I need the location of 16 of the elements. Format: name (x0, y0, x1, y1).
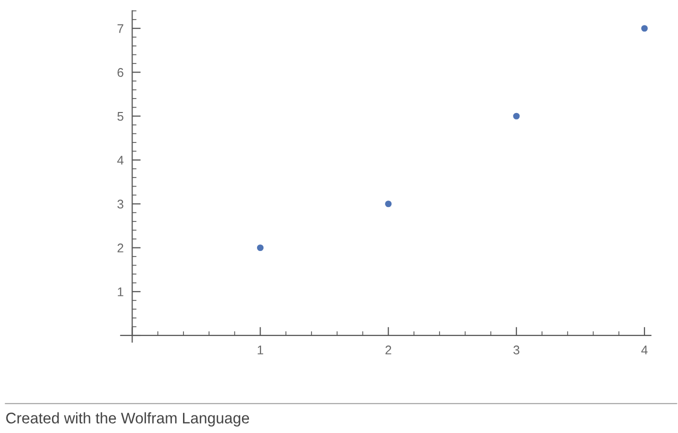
text: Created with the Wolfram Language (6, 412, 250, 427)
x-tick-label: 4 (641, 346, 648, 354)
y-tick-label: 4 (117, 156, 124, 165)
point (513, 112, 520, 120)
y-tick-label: 6 (118, 68, 124, 77)
point (256, 244, 264, 252)
y-tick-label: 7 (118, 24, 124, 33)
y-tick-label: 1 (118, 288, 124, 296)
x-tick-label: 1 (258, 346, 264, 354)
y-tick-label: 5 (117, 112, 124, 121)
point (641, 25, 648, 32)
y-tick-label: 2 (118, 244, 124, 252)
x-tick-label: 2 (385, 346, 392, 354)
point (385, 200, 392, 208)
x-tick-label: 3 (513, 346, 520, 354)
y-tick-label: 3 (117, 200, 124, 209)
